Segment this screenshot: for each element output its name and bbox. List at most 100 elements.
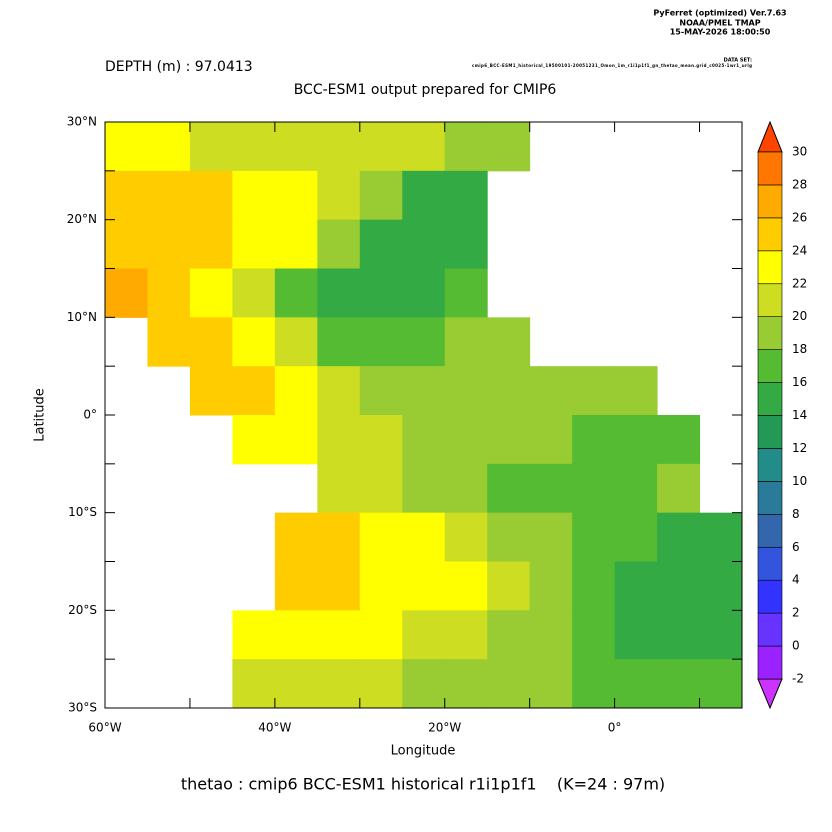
cell bbox=[572, 463, 616, 514]
colorbar-under bbox=[757, 678, 783, 710]
cell bbox=[402, 561, 446, 611]
cell bbox=[317, 561, 361, 611]
cell bbox=[232, 659, 276, 709]
x-tick-label: 0° bbox=[608, 721, 622, 735]
cell bbox=[402, 415, 446, 465]
cell bbox=[402, 219, 446, 269]
cell bbox=[274, 122, 318, 172]
cell bbox=[317, 512, 361, 562]
cell bbox=[274, 415, 318, 465]
cell bbox=[232, 268, 276, 318]
colorbar-band bbox=[757, 184, 783, 219]
cell bbox=[402, 659, 446, 709]
x-tick-label: 60°W bbox=[88, 721, 121, 735]
cell bbox=[232, 170, 276, 221]
header-line: NOAA/PMEL TMAP bbox=[679, 19, 760, 28]
cell bbox=[614, 659, 658, 709]
colorbar-band bbox=[757, 612, 783, 647]
x-tick-label: 40°W bbox=[258, 721, 291, 735]
cell bbox=[359, 659, 403, 709]
cell bbox=[402, 317, 446, 367]
cell bbox=[274, 170, 318, 221]
cell bbox=[359, 415, 403, 465]
cell bbox=[274, 268, 318, 318]
cell bbox=[402, 512, 446, 562]
cell bbox=[487, 366, 531, 416]
cell bbox=[189, 170, 233, 221]
cell bbox=[402, 170, 446, 221]
cell bbox=[232, 122, 276, 172]
cell bbox=[147, 170, 191, 221]
chart-title: BCC-ESM1 output prepared for CMIP6 bbox=[294, 82, 557, 98]
cell bbox=[189, 317, 233, 367]
cell bbox=[359, 463, 403, 514]
cell bbox=[317, 170, 361, 221]
cell bbox=[699, 512, 743, 562]
colorbar-band bbox=[757, 217, 783, 252]
colorbar-band bbox=[757, 250, 783, 285]
cell bbox=[274, 561, 318, 611]
colorbar-band bbox=[757, 645, 783, 680]
cell bbox=[444, 561, 488, 611]
colorbar-band bbox=[757, 448, 783, 482]
colorbar-band bbox=[757, 546, 783, 581]
cell bbox=[657, 610, 701, 660]
y-tick-label: 30°N bbox=[67, 115, 97, 129]
subtitle: DEPTH (m) : 97.0413 bbox=[105, 59, 253, 75]
colorbar-label: 0 bbox=[792, 639, 800, 653]
cell bbox=[147, 268, 191, 318]
colorbar-band bbox=[757, 349, 783, 383]
colorbar-label: 4 bbox=[792, 573, 800, 587]
colorbar-label: 12 bbox=[792, 441, 807, 455]
y-tick-label: 10°N bbox=[67, 310, 97, 324]
cell bbox=[317, 122, 361, 172]
cell bbox=[614, 366, 658, 416]
cell bbox=[189, 366, 233, 416]
cell bbox=[274, 512, 318, 562]
cell bbox=[614, 463, 658, 514]
y-tick-label: 0° bbox=[83, 408, 97, 422]
y-axis-label: Latitude bbox=[33, 388, 48, 442]
cell bbox=[105, 219, 148, 269]
cell bbox=[359, 317, 403, 367]
cell bbox=[402, 610, 446, 660]
cell bbox=[614, 561, 658, 611]
y-tick-label: 30°S bbox=[68, 701, 97, 715]
cell bbox=[572, 659, 616, 709]
cell bbox=[614, 512, 658, 562]
colorbar-band bbox=[757, 415, 783, 449]
cell bbox=[572, 415, 616, 465]
colorbar-label: 16 bbox=[792, 375, 807, 389]
dataset-label: DATA SET: bbox=[724, 58, 752, 64]
colorbar-label: 26 bbox=[792, 210, 807, 224]
cell bbox=[572, 512, 616, 562]
cell bbox=[274, 366, 318, 416]
cell bbox=[444, 219, 488, 269]
cell bbox=[147, 219, 191, 269]
cell bbox=[614, 610, 658, 660]
colorbar-band bbox=[757, 283, 783, 317]
cell bbox=[147, 122, 191, 172]
colorbar-label: 30 bbox=[792, 145, 807, 159]
cell bbox=[317, 415, 361, 465]
cell bbox=[487, 415, 531, 465]
colorbar-label: 6 bbox=[792, 540, 800, 554]
cell bbox=[402, 268, 446, 318]
cell bbox=[444, 122, 488, 172]
cell bbox=[444, 512, 488, 562]
axes: 60°W 40°W 20°W 0° 30°N 20°N 10°N 0° 10°S 20°S 30°S bbox=[67, 115, 743, 735]
colorbar-label: 8 bbox=[792, 507, 800, 521]
cell bbox=[359, 561, 403, 611]
colorbar-label: 14 bbox=[792, 408, 807, 422]
colorbar-label: -2 bbox=[792, 672, 804, 686]
y-tick-label: 20°S bbox=[68, 603, 97, 617]
cell bbox=[359, 219, 403, 269]
cell bbox=[487, 512, 531, 562]
cell bbox=[105, 170, 148, 221]
cell bbox=[657, 415, 701, 465]
caption: thetao : cmip6 BCC-ESM1 historical r1i1p… bbox=[181, 775, 665, 794]
cell bbox=[487, 561, 531, 611]
cell bbox=[359, 122, 403, 172]
